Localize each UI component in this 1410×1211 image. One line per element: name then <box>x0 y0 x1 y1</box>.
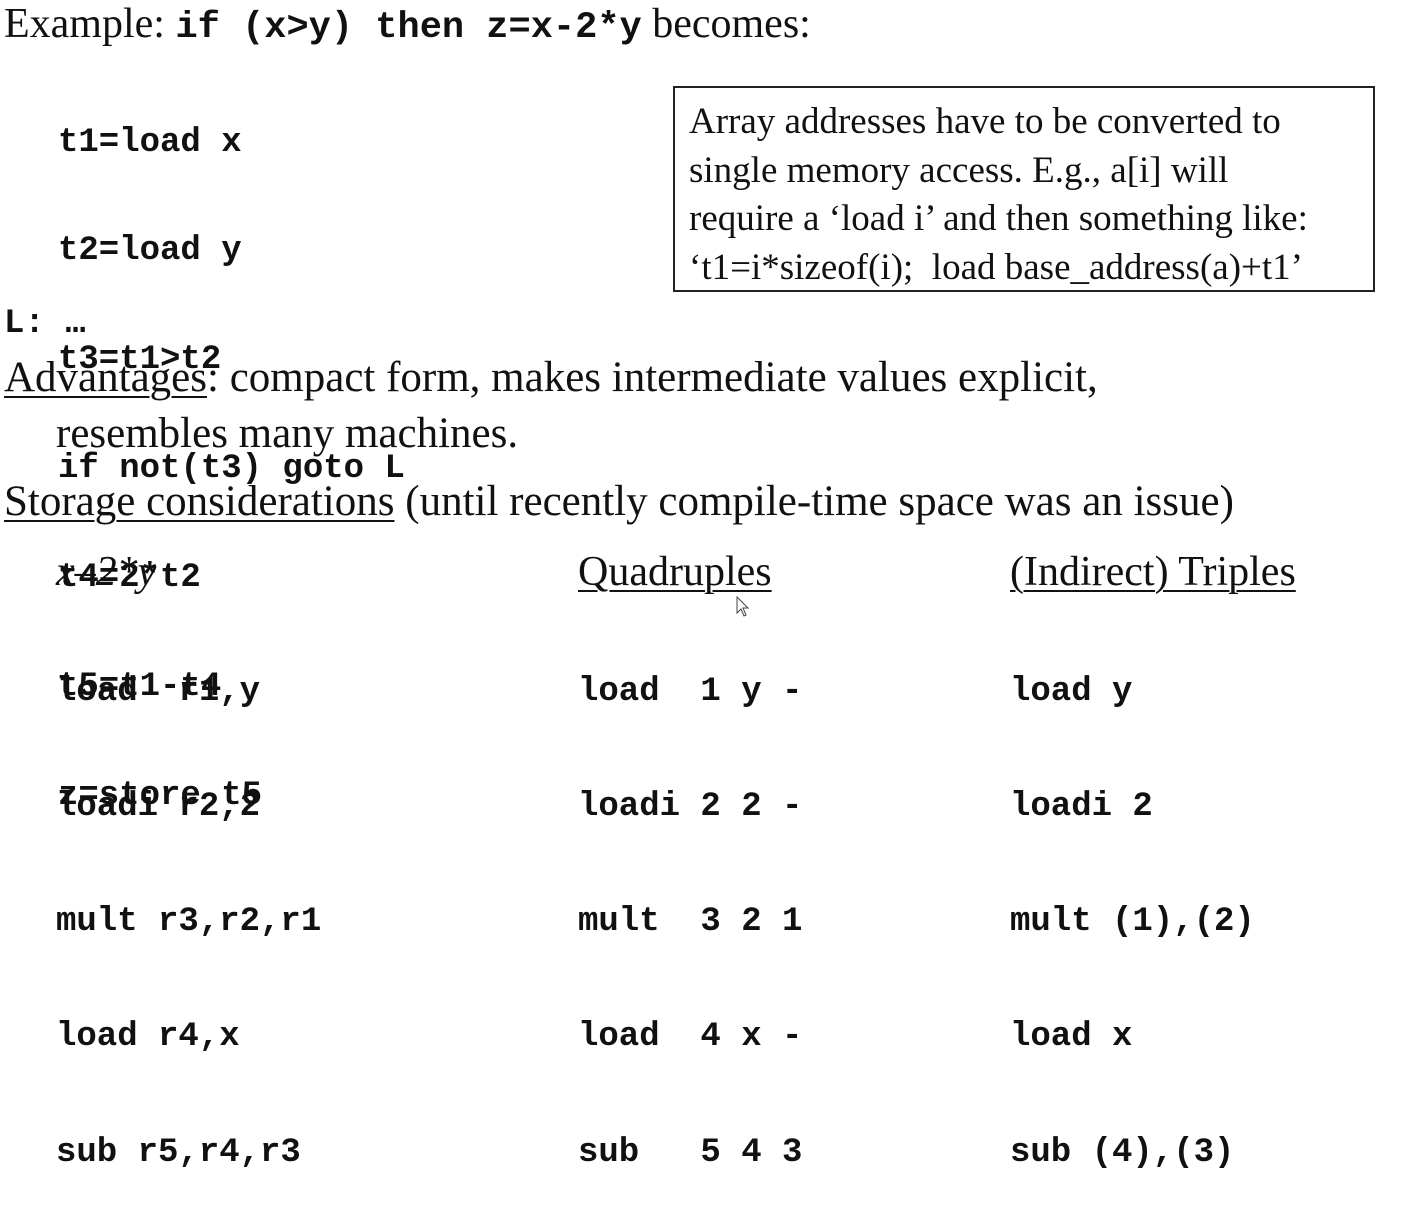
storage-label: Storage considerations <box>4 478 395 525</box>
code-line: t1=load x <box>58 123 242 162</box>
quadruples-column-heading: Quadruples <box>578 549 772 595</box>
storage-paragraph: Storage considerations (until recently c… <box>4 474 1234 530</box>
expression-column-code: load r1,y loadi r2,2 mult r3,r2,r1 load … <box>56 596 321 1211</box>
triples-column-code: load y loadi 2 mult (1),(2) load x sub (… <box>1010 596 1255 1211</box>
code-line: sub 5 4 3 <box>578 1133 803 1172</box>
storage-text: (until recently compile-time space was a… <box>394 478 1234 525</box>
example-suffix: becomes: <box>641 1 811 47</box>
code-line: loadi r2,2 <box>56 788 261 827</box>
mouse-pointer-icon <box>736 596 750 617</box>
code-line: t2=load y <box>58 232 242 271</box>
expression-column-heading: x–2*y <box>56 549 157 595</box>
callout-line: ‘t1=i*sizeof(i); load base_address(a)+t1… <box>689 246 1303 288</box>
code-line: loadi 2 2 - <box>578 788 803 827</box>
array-address-callout: Array addresses have to be converted to … <box>673 86 1375 292</box>
code-line: t4=2*t2 <box>58 559 201 598</box>
callout-line: Array addresses have to be converted to <box>689 101 1281 142</box>
code-line: mult (1),(2) <box>1010 903 1255 942</box>
code-line: if not(t3) goto L <box>58 450 405 489</box>
code-line: loadi 2 <box>1010 788 1153 827</box>
code-line: t3=t1>t2 <box>58 341 222 380</box>
code-line: load r1,y <box>56 672 261 711</box>
advantages-text: : compact form, makes intermediate value… <box>207 354 1098 401</box>
quadruples-column-code: load 1 y - loadi 2 2 - mult 3 2 1 load 4… <box>578 596 802 1211</box>
code-line: load y <box>1010 672 1133 711</box>
example-code: if (x>y) then z=x-2*y <box>175 7 642 49</box>
triples-column-heading: (Indirect) Triples <box>1010 549 1296 595</box>
code-line: sub r5,r4,r3 <box>56 1133 301 1172</box>
code-line: load x <box>1010 1018 1133 1057</box>
callout-line: single memory access. E.g., a[i] will <box>689 149 1229 191</box>
callout-line: require a ‘load i’ and then something li… <box>689 198 1308 239</box>
code-line: sub (4),(3) <box>1010 1133 1235 1172</box>
example-heading: Example: if (x>y) then z=x-2*y becomes: <box>4 0 811 52</box>
code-line: t5=t1-t4 <box>58 668 222 707</box>
advantages-label: Advantages <box>4 354 207 401</box>
advantages-continuation: resembles many machines. <box>56 410 519 457</box>
advantages-paragraph: Advantages: compact form, makes intermed… <box>4 350 1098 406</box>
code-line: load r4,x <box>56 1018 240 1057</box>
code-line: load 1 y - <box>578 672 803 711</box>
code-line: load 4 x - <box>578 1018 803 1057</box>
code-line: mult r3,r2,r1 <box>56 903 322 942</box>
label-line: L: … <box>4 305 86 343</box>
example-prefix: Example: <box>4 1 176 47</box>
code-line: mult 3 2 1 <box>578 903 803 942</box>
